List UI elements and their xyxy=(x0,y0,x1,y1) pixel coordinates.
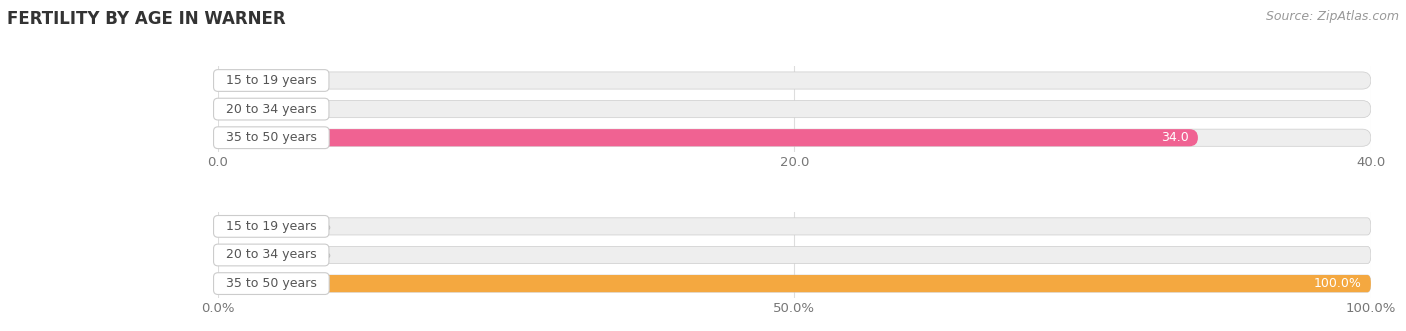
Text: 0.0%: 0.0% xyxy=(298,249,330,261)
FancyBboxPatch shape xyxy=(218,72,1371,89)
Text: 20 to 34 years: 20 to 34 years xyxy=(218,103,325,116)
FancyBboxPatch shape xyxy=(218,246,1371,263)
Text: 0.0: 0.0 xyxy=(298,103,319,116)
FancyBboxPatch shape xyxy=(218,218,287,235)
FancyBboxPatch shape xyxy=(218,129,1371,146)
Text: Source: ZipAtlas.com: Source: ZipAtlas.com xyxy=(1265,10,1399,23)
Text: FERTILITY BY AGE IN WARNER: FERTILITY BY AGE IN WARNER xyxy=(7,10,285,28)
Text: 0.0%: 0.0% xyxy=(298,220,330,233)
Text: 15 to 19 years: 15 to 19 years xyxy=(218,74,325,87)
Text: 35 to 50 years: 35 to 50 years xyxy=(218,277,325,290)
FancyBboxPatch shape xyxy=(218,72,287,89)
FancyBboxPatch shape xyxy=(218,275,1371,292)
Text: 34.0: 34.0 xyxy=(1161,131,1188,144)
FancyBboxPatch shape xyxy=(218,129,1198,146)
Text: 0.0: 0.0 xyxy=(298,74,319,87)
FancyBboxPatch shape xyxy=(218,101,287,118)
Text: 15 to 19 years: 15 to 19 years xyxy=(218,220,325,233)
FancyBboxPatch shape xyxy=(218,246,287,263)
FancyBboxPatch shape xyxy=(218,218,1371,235)
FancyBboxPatch shape xyxy=(218,101,1371,118)
Text: 35 to 50 years: 35 to 50 years xyxy=(218,131,325,144)
Text: 100.0%: 100.0% xyxy=(1313,277,1361,290)
FancyBboxPatch shape xyxy=(218,275,1371,292)
Text: 20 to 34 years: 20 to 34 years xyxy=(218,249,325,261)
